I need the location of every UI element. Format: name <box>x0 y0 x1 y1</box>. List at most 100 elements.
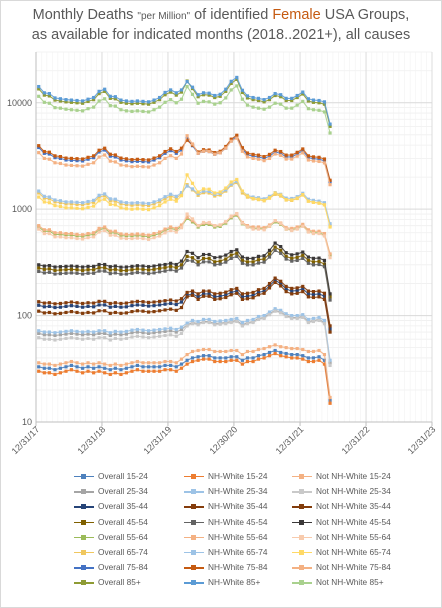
data-point-nh-white-45-54 <box>245 263 250 267</box>
data-point-nh-white-65-74 <box>229 182 233 186</box>
data-point-overall-65-74 <box>152 202 156 206</box>
data-point-overall-35-44 <box>224 293 228 297</box>
data-point-not-nh-white-25-34 <box>135 334 139 338</box>
data-point-nh-white-85- <box>196 93 200 97</box>
data-point-not-nh-white-65-74 <box>273 191 277 195</box>
data-point-not-nh-white-35-44 <box>64 310 68 315</box>
data-point-nh-white-85- <box>75 98 79 103</box>
legend-swatch-marker <box>81 580 86 586</box>
data-point-overall-65-74 <box>135 203 139 207</box>
data-point-nh-white-15-24 <box>213 359 217 364</box>
data-point-not-nh-white-45-54 <box>152 264 156 268</box>
data-point-nh-white-35-44 <box>58 301 62 306</box>
data-point-nh-white-65-74 <box>103 192 107 196</box>
data-point-nh-white-65-74 <box>306 197 310 201</box>
data-point-not-nh-white-75-84 <box>169 154 173 158</box>
data-point-not-nh-white-85- <box>185 84 189 89</box>
data-point-nh-white-35-44 <box>213 292 217 296</box>
data-point-nh-white-55-64 <box>135 232 139 236</box>
data-point-nh-white-15-24 <box>169 368 173 372</box>
data-point-nh-white-85- <box>42 91 46 95</box>
data-point-overall-45-54 <box>135 267 139 271</box>
data-point-not-nh-white-35-44 <box>92 311 96 315</box>
data-point-not-nh-white-65-74 <box>322 203 327 207</box>
data-point-not-nh-white-15-24 <box>251 349 255 354</box>
data-point-overall-85- <box>174 93 178 97</box>
data-point-not-nh-white-75-84 <box>158 161 162 165</box>
data-point-nh-white-25-34 <box>185 321 189 325</box>
legend-swatch-marker <box>299 565 304 571</box>
data-point-not-nh-white-15-24 <box>262 346 266 351</box>
data-point-overall-25-34 <box>113 332 117 336</box>
data-point-nh-white-35-44 <box>235 286 239 291</box>
data-point-not-nh-white-25-34 <box>64 336 68 341</box>
data-point-nh-white-55-64 <box>141 232 145 236</box>
data-point-not-nh-white-45-54 <box>251 256 255 260</box>
data-point-overall-35-44 <box>229 290 233 295</box>
data-point-not-nh-white-45-54 <box>169 261 173 265</box>
data-point-not-nh-white-75-84 <box>179 152 184 156</box>
legend-label: NH-White 75-84 <box>208 562 268 573</box>
data-point-nh-white-15-24 <box>75 369 79 373</box>
data-point-overall-75-84 <box>295 152 299 156</box>
data-point-overall-45-54 <box>75 268 79 272</box>
data-point-nh-white-55-64 <box>47 228 51 232</box>
data-point-not-nh-white-45-54 <box>207 252 211 257</box>
data-point-overall-35-44 <box>279 281 283 286</box>
data-point-not-nh-white-85- <box>58 106 62 110</box>
data-point-nh-white-15-24 <box>201 357 206 361</box>
data-point-overall-75-84 <box>169 149 173 153</box>
data-point-not-nh-white-75-84 <box>273 152 277 156</box>
data-point-nh-white-45-54 <box>213 263 217 267</box>
data-point-not-nh-white-25-34 <box>152 335 156 339</box>
data-point-not-nh-white-15-24 <box>64 361 68 365</box>
data-point-overall-85- <box>273 93 277 98</box>
data-point-not-nh-white-85- <box>190 92 195 96</box>
data-point-nh-white-25-34 <box>240 320 245 325</box>
data-point-nh-white-85- <box>158 95 162 100</box>
data-point-not-nh-white-65-74 <box>58 204 62 209</box>
data-point-not-nh-white-55-64 <box>185 212 189 216</box>
data-point-not-nh-white-55-64 <box>290 228 294 233</box>
data-point-not-nh-white-25-34 <box>42 337 46 341</box>
data-point-overall-15-24 <box>130 365 134 369</box>
data-point-overall-15-24 <box>290 352 294 357</box>
data-point-nh-white-35-44 <box>322 291 327 295</box>
data-point-not-nh-white-35-44 <box>97 309 101 313</box>
legend-swatch-marker <box>191 489 196 495</box>
data-point-not-nh-white-75-84 <box>290 157 294 161</box>
data-point-nh-white-15-24 <box>124 371 128 375</box>
data-point-not-nh-white-45-54 <box>119 265 123 269</box>
data-point-nh-white-25-34 <box>311 316 316 321</box>
data-point-overall-85- <box>240 90 245 95</box>
data-point-not-nh-white-55-64 <box>58 235 62 239</box>
data-point-nh-white-75-84 <box>229 137 233 141</box>
data-point-not-nh-white-25-34 <box>108 338 112 342</box>
data-point-nh-white-75-84 <box>306 154 310 158</box>
legend-swatch-marker <box>81 550 86 555</box>
data-point-nh-white-65-74 <box>119 200 123 204</box>
data-point-nh-white-35-44 <box>328 324 332 328</box>
data-point-overall-45-54 <box>262 257 266 261</box>
data-point-overall-65-74 <box>92 200 96 204</box>
data-point-not-nh-white-35-44 <box>251 296 255 300</box>
data-point-not-nh-white-45-54 <box>92 264 96 268</box>
data-point-not-nh-white-45-54 <box>190 251 195 255</box>
data-point-not-nh-white-55-64 <box>113 233 117 237</box>
data-point-not-nh-white-55-64 <box>317 231 321 236</box>
data-point-not-nh-white-45-54 <box>179 259 184 263</box>
data-point-not-nh-white-35-44 <box>53 312 57 316</box>
data-point-overall-85- <box>317 101 321 105</box>
data-point-nh-white-75-84 <box>256 153 261 157</box>
data-point-nh-white-55-64 <box>58 231 62 235</box>
data-point-not-nh-white-15-24 <box>179 357 184 361</box>
data-point-overall-35-44 <box>81 305 85 309</box>
data-point-overall-35-44 <box>201 292 206 296</box>
y-tick-label: 10000 <box>7 98 32 108</box>
data-point-not-nh-white-25-34 <box>124 336 128 341</box>
data-point-overall-85- <box>267 98 272 102</box>
data-point-overall-65-74 <box>158 200 162 204</box>
data-point-overall-55-64 <box>141 234 145 238</box>
data-point-overall-75-84 <box>251 154 255 158</box>
data-point-nh-white-75-84 <box>174 149 178 154</box>
